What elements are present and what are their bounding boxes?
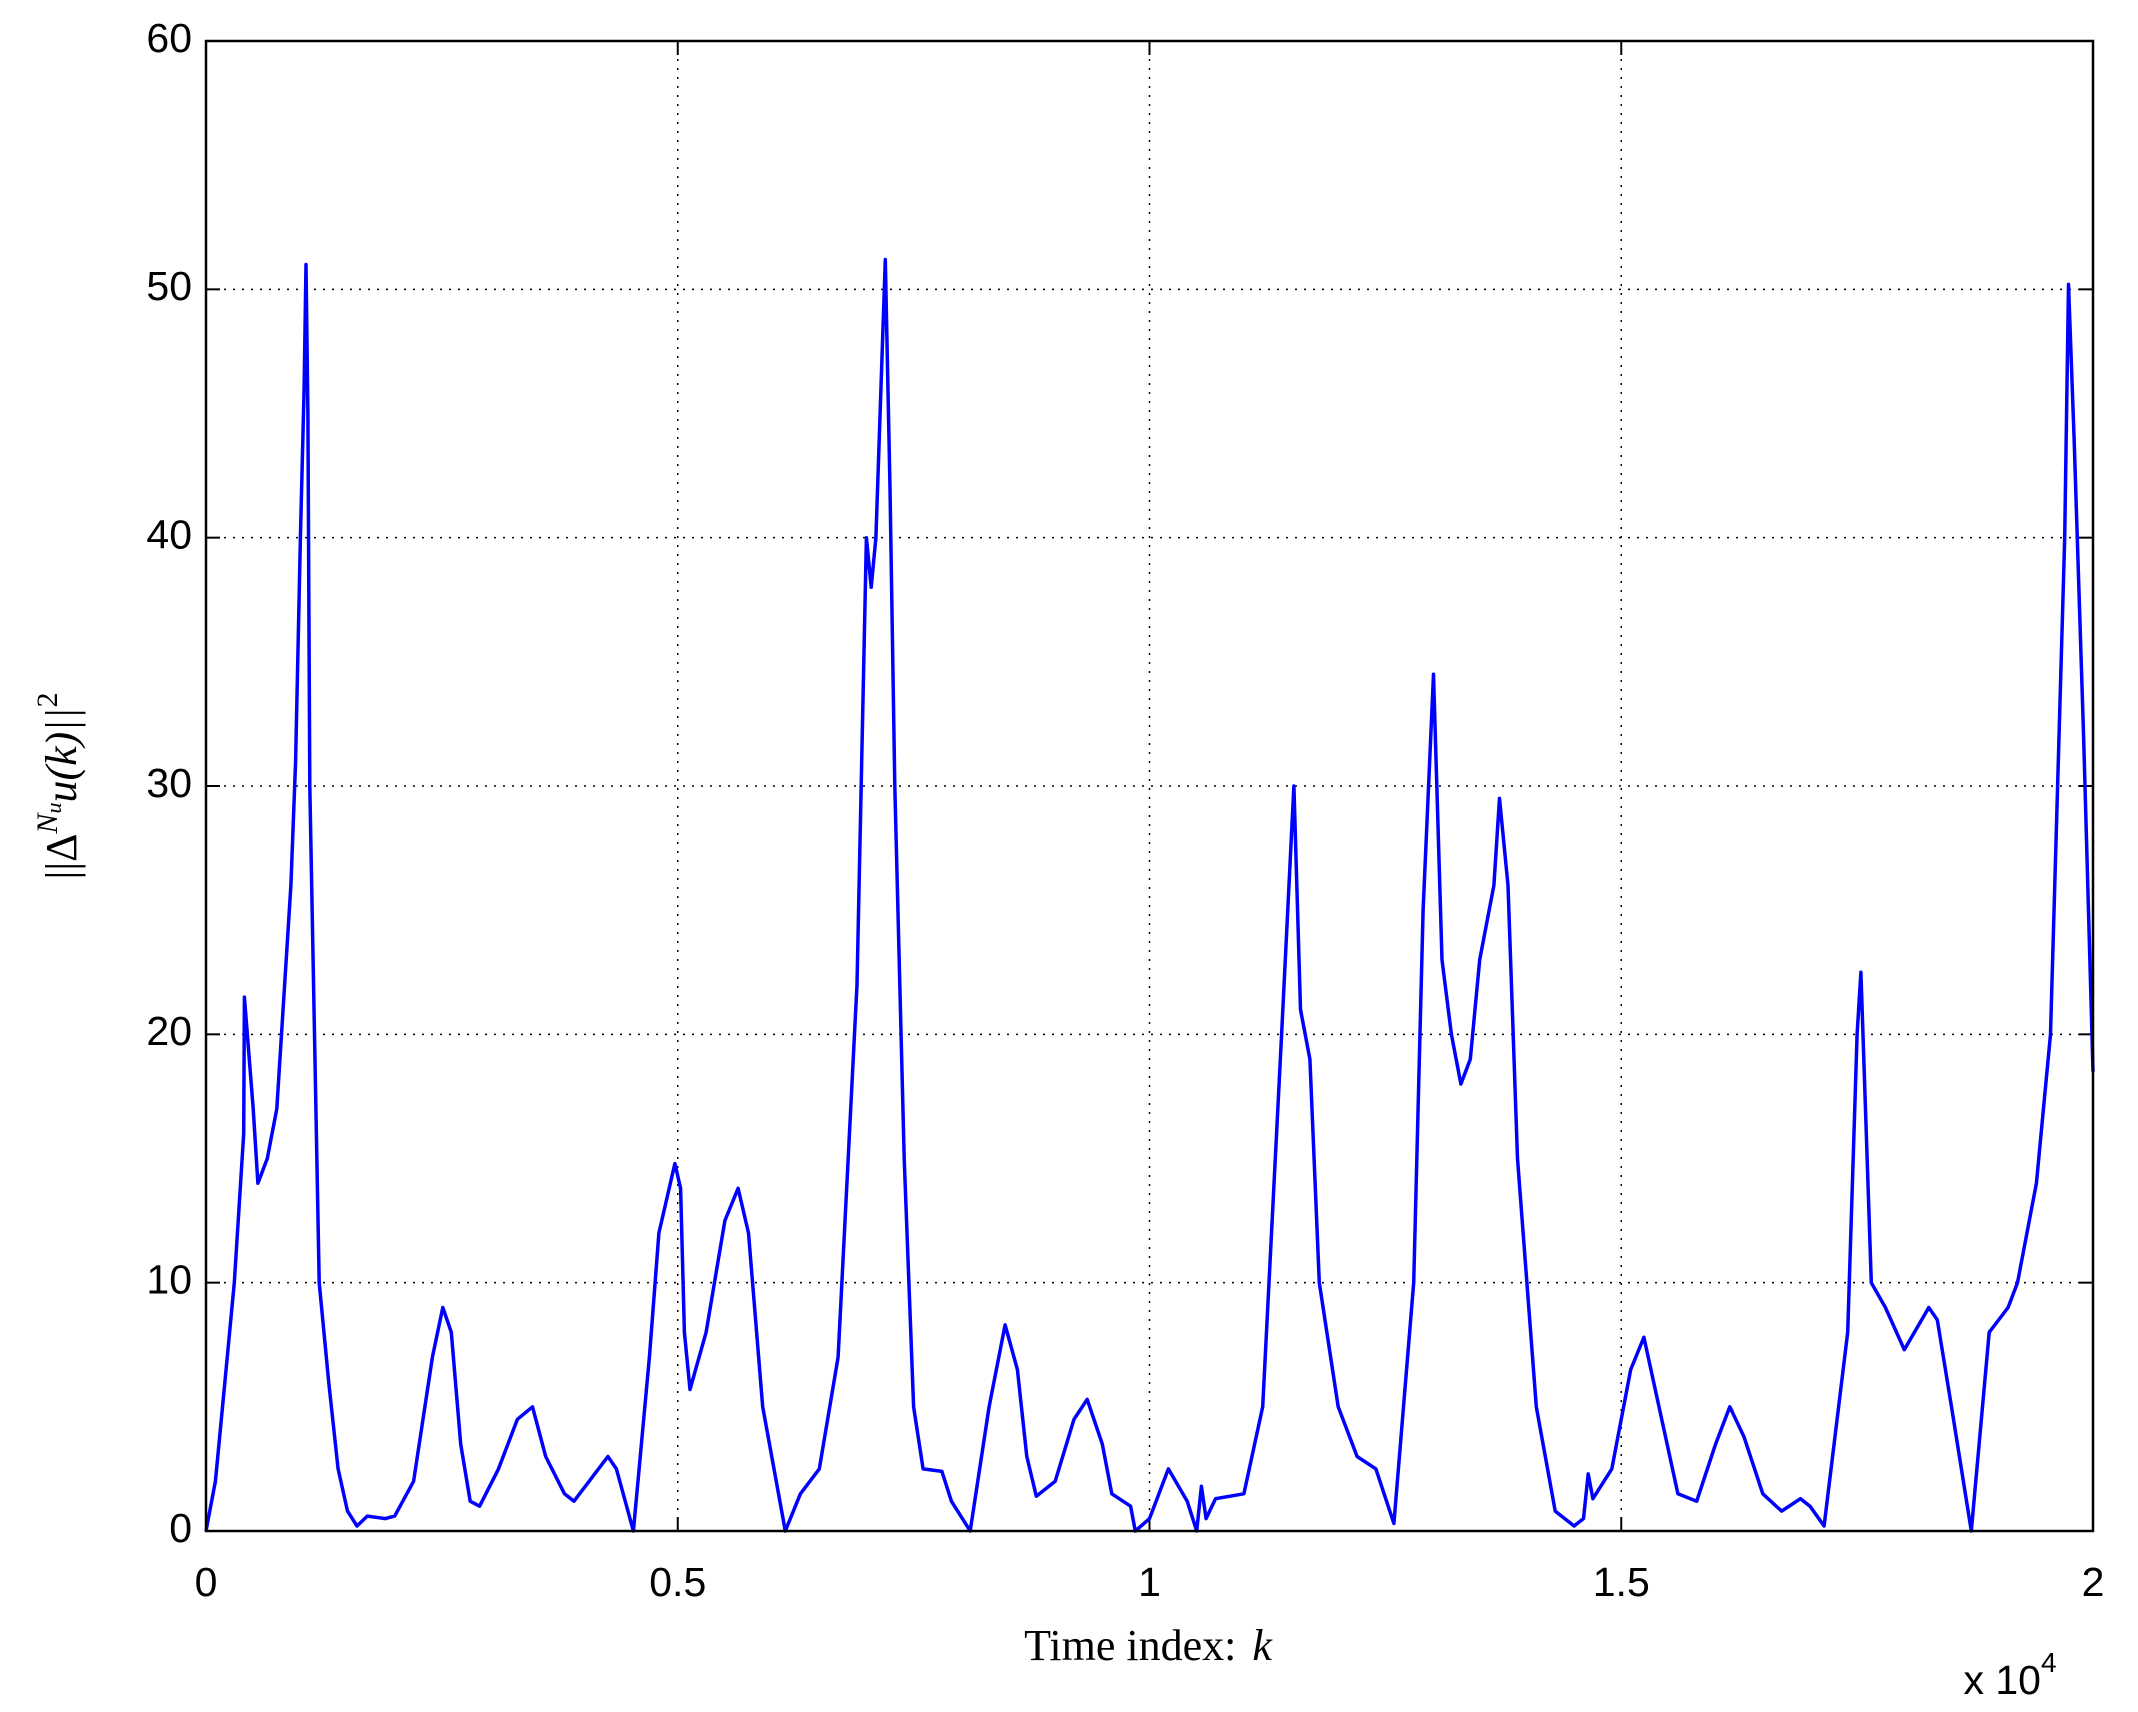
data-line: [204, 257, 2095, 1533]
y-tick-label: 50: [146, 263, 192, 309]
y-tick-label: 60: [146, 15, 192, 61]
y-tick-label: 20: [146, 1008, 192, 1054]
x-tick-label: 1.5: [1593, 1559, 1650, 1605]
x-multiplier-text: x 10: [1963, 1657, 2041, 1703]
x-tick-label: 0.5: [649, 1559, 706, 1605]
plot-frame: [204, 39, 2095, 1533]
x-label-text: Time index:: [1024, 1621, 1236, 1670]
y-label-supsub: u: [41, 803, 66, 814]
x-label-var: k: [1252, 1621, 1273, 1670]
y-tick-label: 0: [169, 1505, 192, 1551]
y-label-open: ||Δ: [37, 834, 86, 880]
y-tick-label: 10: [146, 1256, 192, 1302]
y-tick-label: 40: [146, 511, 192, 557]
y-label-sup: N: [31, 812, 64, 835]
y-tick-label: 30: [146, 760, 192, 806]
y-label-power: 2: [31, 693, 64, 708]
x-tick-label: 0: [195, 1559, 218, 1605]
x-tick-label: 1: [1138, 1559, 1161, 1605]
x-axis-label: Time index: k: [1024, 1621, 1273, 1670]
x-multiplier-exp: 4: [2041, 1647, 2057, 1678]
y-axis-label: ||ΔNuu(k)||2: [31, 693, 86, 880]
x-multiplier: x 104: [1963, 1647, 2056, 1702]
y-label-body: u(k)||: [37, 708, 86, 803]
x-tick-label: 2: [2082, 1559, 2105, 1605]
